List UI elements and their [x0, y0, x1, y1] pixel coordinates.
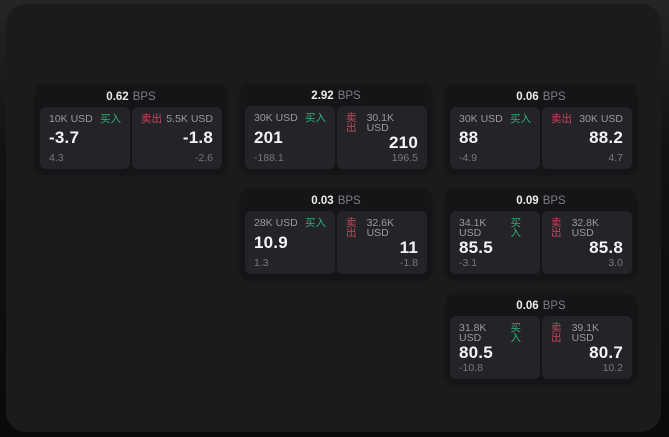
sell-price: 210: [389, 132, 418, 152]
buy-tile[interactable]: 10K USD 买入 -3.7 4.3: [40, 107, 130, 169]
buy-tile[interactable]: 30K USD 买入 201 -188.1: [245, 105, 335, 169]
quote-card: 0.09 BPS 34.1K USD 买入 85.5 -3.1 卖出 32.8K…: [446, 189, 636, 278]
buy-tile[interactable]: 31.8K USD 买入 80.5 -10.8: [450, 315, 540, 379]
sell-delta: 4.7: [608, 151, 623, 164]
buy-delta: -10.8: [459, 361, 483, 374]
buy-label: 买入: [510, 216, 521, 240]
buy-label: 买入: [100, 113, 121, 125]
sell-price: -1.8: [182, 128, 213, 148]
quote-card: 0.06 BPS 30K USD 买入 88 -4.9 卖出 30K USD: [446, 84, 636, 173]
sell-tile[interactable]: 卖出 30K USD 88.2 4.7: [542, 107, 632, 169]
bps-value: 0.09: [516, 195, 539, 208]
bps-header: 0.03 BPS: [245, 193, 427, 211]
buy-delta: 4.3: [49, 151, 64, 164]
buy-amount: 30K USD: [459, 113, 503, 125]
buy-amount: 31.8K USD: [459, 321, 487, 345]
sell-label: 卖出: [551, 113, 572, 125]
buy-label: 买入: [305, 216, 326, 229]
buy-label: 买入: [510, 321, 521, 345]
buy-amount: 34.1K USD: [459, 216, 487, 240]
sell-amount: 32.6K USD: [366, 216, 395, 240]
buy-price: 80.5: [459, 342, 493, 362]
sell-tile[interactable]: 卖出 32.6K USD 11 -1.8: [337, 210, 427, 274]
sell-price: 80.7: [589, 342, 623, 362]
sell-delta: 3.0: [608, 256, 623, 269]
bps-header: 0.09 BPS: [450, 193, 632, 211]
sell-tile[interactable]: 卖出 39.1K USD 80.7 10.2: [542, 315, 632, 379]
bps-header: 0.06 BPS: [450, 298, 632, 316]
sell-tile[interactable]: 卖出 30.1K USD 210 196.5: [337, 105, 427, 169]
quote-card: 0.06 BPS 31.8K USD 买入 80.5 -10.8 卖出 39.1…: [446, 294, 636, 383]
bps-header: 0.06 BPS: [450, 88, 632, 107]
bps-header: 2.92 BPS: [245, 88, 427, 106]
buy-price: 85.5: [459, 237, 493, 257]
buy-delta: -3.1: [459, 256, 478, 269]
sell-amount: 5.5K USD: [166, 113, 213, 125]
sell-label: 卖出: [346, 216, 357, 240]
quote-card: 2.92 BPS 30K USD 买入 201 -188.1 卖出 30.1K …: [241, 84, 431, 173]
bps-unit-label: BPS: [132, 90, 156, 103]
buy-delta: -4.9: [459, 151, 478, 164]
sell-price: 88.2: [589, 128, 623, 148]
buy-delta: 1.3: [254, 256, 269, 269]
sell-label: 卖出: [346, 111, 357, 135]
buy-price: -3.7: [49, 128, 80, 148]
buy-tile[interactable]: 34.1K USD 买入 85.5 -3.1: [450, 210, 540, 274]
quote-card: 0.03 BPS 28K USD 买入 10.9 1.3 卖出 32.6K US…: [241, 189, 431, 278]
bps-value: 0.06: [516, 90, 539, 103]
bps-unit-label: BPS: [542, 300, 566, 313]
bps-value: 0.03: [311, 195, 334, 208]
sell-delta: -2.6: [194, 151, 213, 164]
quote-card-grid: 0.62 BPS 10K USD 买入 -3.7 4.3 卖出 5.5K USD: [36, 84, 636, 383]
sell-label: 卖出: [551, 321, 562, 345]
quote-card: 0.62 BPS 10K USD 买入 -3.7 4.3 卖出 5.5K USD: [36, 84, 226, 173]
bps-unit-label: BPS: [337, 90, 361, 103]
sell-label: 卖出: [551, 216, 562, 240]
buy-tile[interactable]: 28K USD 买入 10.9 1.3: [245, 210, 335, 274]
main-panel: 0.62 BPS 10K USD 买入 -3.7 4.3 卖出 5.5K USD: [6, 4, 661, 432]
sell-amount: 30K USD: [579, 113, 623, 125]
buy-price: 88: [459, 128, 479, 148]
bps-value: 2.92: [311, 90, 334, 103]
buy-amount: 10K USD: [49, 113, 93, 125]
bps-unit-label: BPS: [542, 90, 566, 103]
buy-label: 买入: [305, 111, 326, 124]
bps-unit-label: BPS: [542, 195, 566, 208]
bps-value: 0.06: [516, 300, 539, 313]
sell-price: 11: [399, 237, 418, 257]
sell-tile[interactable]: 卖出 5.5K USD -1.8 -2.6: [132, 107, 222, 169]
bps-header: 0.62 BPS: [40, 88, 222, 107]
sell-delta: 10.2: [602, 361, 623, 374]
sell-label: 卖出: [141, 113, 162, 125]
sell-price: 85.8: [589, 237, 623, 257]
sell-amount: 32.8K USD: [571, 216, 600, 240]
sell-delta: -1.8: [399, 256, 418, 269]
sell-amount: 39.1K USD: [571, 321, 600, 345]
buy-label: 买入: [510, 113, 531, 125]
buy-tile[interactable]: 30K USD 买入 88 -4.9: [450, 107, 540, 169]
buy-price: 201: [254, 127, 283, 147]
buy-amount: 30K USD: [254, 111, 298, 124]
buy-delta: -188.1: [254, 151, 284, 164]
sell-delta: 196.5: [391, 151, 418, 164]
sell-tile[interactable]: 卖出 32.8K USD 85.8 3.0: [542, 210, 632, 274]
bps-unit-label: BPS: [337, 195, 361, 208]
buy-amount: 28K USD: [254, 216, 298, 229]
sell-amount: 30.1K USD: [366, 111, 395, 135]
buy-price: 10.9: [254, 232, 288, 252]
bps-value: 0.62: [106, 90, 129, 103]
